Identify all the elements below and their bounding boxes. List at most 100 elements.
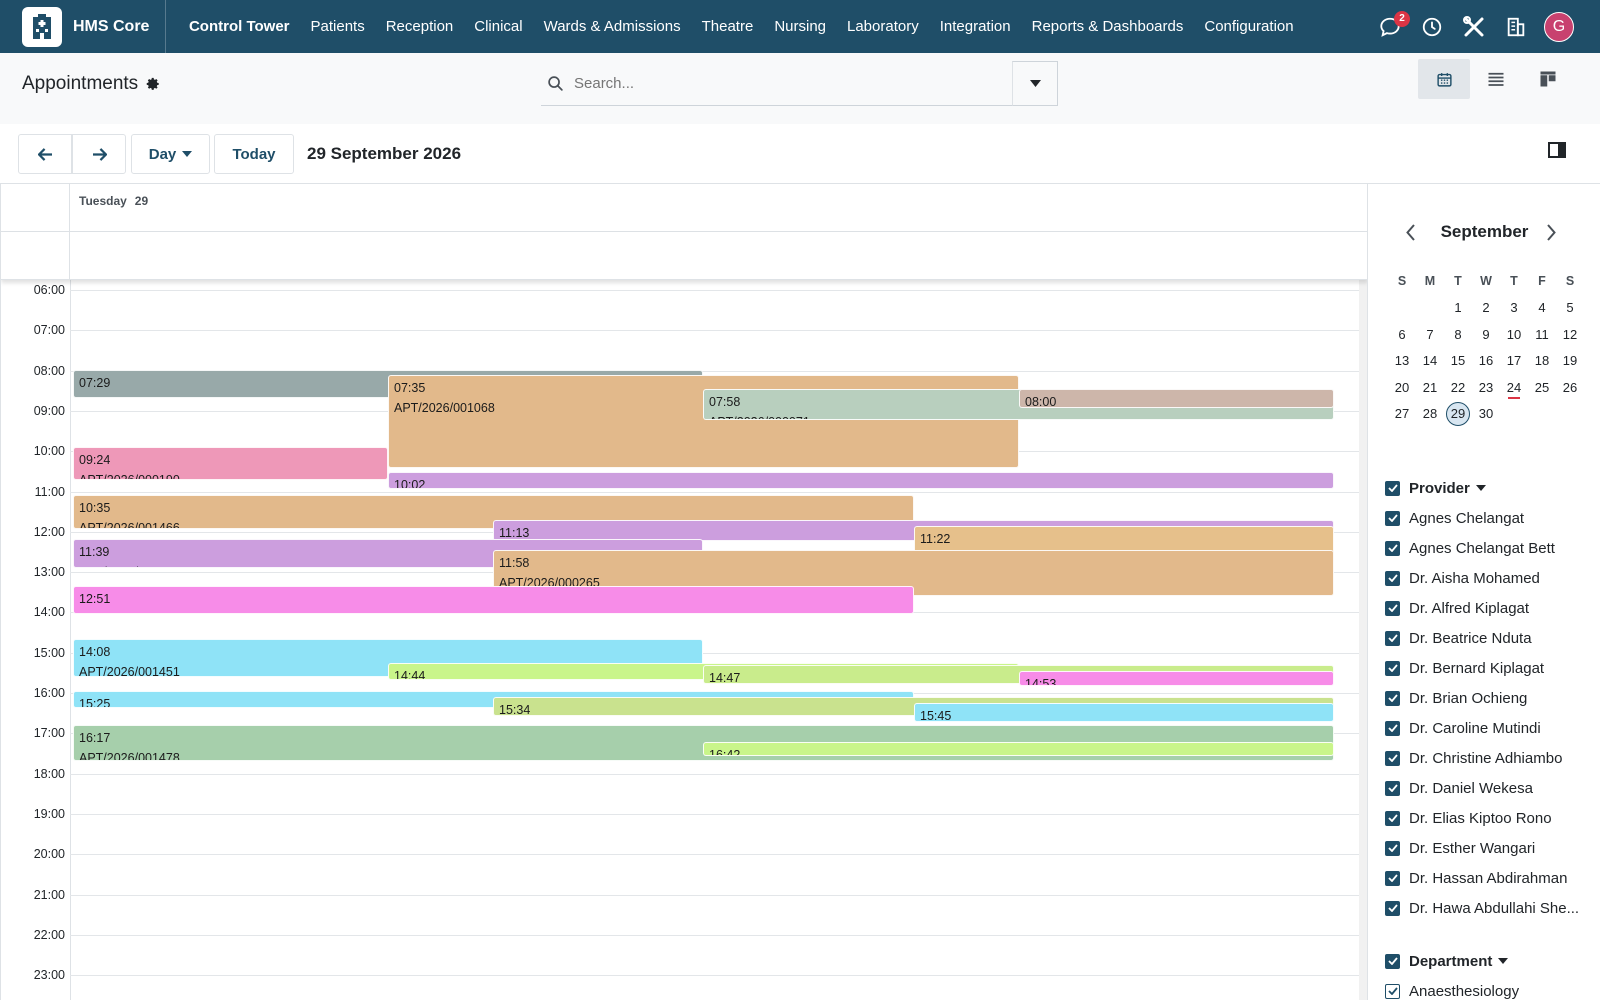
checkbox-checked-icon[interactable] [1385, 600, 1400, 616]
appointment-event[interactable]: 12:51 APT/2026/000494 [73, 586, 914, 614]
mini-calendar-day[interactable]: 15 [1450, 353, 1466, 369]
provider-filter-title[interactable]: Provider [1385, 473, 1597, 503]
provider-filter-item[interactable]: Dr. Elias Kiptoo Rono [1385, 803, 1597, 833]
mini-calendar-day[interactable]: 12 [1562, 326, 1578, 342]
provider-filter-item[interactable]: Dr. Beatrice Nduta [1385, 623, 1597, 653]
provider-filter-item[interactable]: Dr. Hassan Abdirahman [1385, 863, 1597, 893]
nav-item-integration[interactable]: Integration [939, 18, 1011, 35]
checkbox-checked-icon[interactable] [1385, 840, 1400, 856]
hour-row[interactable]: 18:00 [1, 767, 1367, 815]
nav-item-nursing[interactable]: Nursing [774, 18, 826, 35]
calendar-view-button[interactable] [1418, 59, 1470, 99]
chevron-right-icon[interactable] [1546, 224, 1556, 241]
mini-calendar-day[interactable]: 21 [1422, 379, 1438, 395]
mini-calendar-day[interactable]: 2 [1482, 300, 1490, 316]
provider-filter-item[interactable]: Dr. Esther Wangari [1385, 833, 1597, 863]
tools-button[interactable] [1460, 13, 1488, 41]
nav-item-control-tower[interactable]: Control Tower [188, 18, 290, 35]
appointment-event[interactable]: 10:02 [388, 472, 1334, 489]
mini-calendar-day[interactable]: 26 [1562, 379, 1578, 395]
next-button[interactable] [72, 134, 126, 174]
appointment-event[interactable]: 16:42 [703, 742, 1334, 756]
provider-filter-item[interactable]: Dr. Caroline Mutindi [1385, 713, 1597, 743]
mini-calendar-day[interactable]: 16 [1478, 353, 1494, 369]
hour-row[interactable]: 15:00 [1, 646, 1367, 694]
mini-calendar-day[interactable]: 3 [1510, 300, 1518, 316]
checkbox-checked-icon[interactable] [1385, 780, 1400, 796]
appointment-event[interactable]: 15:45 [914, 703, 1334, 722]
nav-item-patients[interactable]: Patients [310, 18, 365, 35]
search-input[interactable] [574, 74, 994, 92]
side-panel-toggle[interactable] [1548, 142, 1570, 164]
nav-item-reports-dashboards[interactable]: Reports & Dashboards [1031, 18, 1184, 35]
mini-calendar-day[interactable]: 8 [1454, 326, 1462, 342]
provider-filter-item[interactable]: Dr. Christine Adhiambo [1385, 743, 1597, 773]
nav-item-laboratory[interactable]: Laboratory [847, 18, 919, 35]
all-day-row[interactable] [1, 232, 1367, 280]
hour-row[interactable]: 20:00 [1, 847, 1367, 895]
mini-calendar-day[interactable]: 27 [1394, 406, 1410, 422]
mini-calendar-day[interactable]: 6 [1398, 326, 1406, 342]
search-options-toggle[interactable] [1012, 61, 1058, 106]
brand[interactable]: HMS Core [0, 0, 167, 53]
mini-calendar-day[interactable]: 11 [1535, 326, 1549, 342]
mini-calendar-day[interactable]: 13 [1394, 353, 1410, 369]
department-filter-item[interactable]: Anaesthesiology [1385, 976, 1597, 1000]
time-grid[interactable]: 06:00 07:00 08:00 09:00 10:00 11:00 12:00 13:00… [1, 280, 1367, 1000]
hour-row[interactable]: 06:00 [1, 283, 1367, 331]
mini-calendar-day[interactable]: 14 [1422, 353, 1438, 369]
checkbox-checked-icon[interactable] [1385, 983, 1400, 999]
activity-button[interactable] [1418, 13, 1446, 41]
department-filter-title[interactable]: Department [1385, 946, 1597, 976]
gear-icon[interactable] [146, 77, 161, 92]
hour-row[interactable]: 23:00 [1, 968, 1367, 1000]
mini-calendar-day[interactable]: 9 [1482, 326, 1490, 342]
nav-item-theatre[interactable]: Theatre [701, 18, 754, 35]
provider-filter-item[interactable]: Dr. Bernard Kiplagat [1385, 653, 1597, 683]
user-avatar[interactable]: G [1544, 11, 1574, 42]
mini-calendar-day[interactable]: 25 [1534, 379, 1550, 395]
mini-calendar-day[interactable]: 24 [1500, 380, 1528, 399]
mini-calendar-day[interactable]: 4 [1538, 300, 1546, 316]
hour-row[interactable]: 19:00 [1, 807, 1367, 855]
nav-item-wards-admissions[interactable]: Wards & Admissions [543, 18, 681, 35]
messages-button[interactable]: 2 [1376, 10, 1410, 41]
provider-filter-item[interactable]: Dr. Brian Ochieng [1385, 683, 1597, 713]
calendar-scrollbar[interactable] [1359, 280, 1367, 1000]
checkbox-checked-icon[interactable] [1385, 540, 1400, 556]
mini-calendar-day[interactable]: 28 [1422, 406, 1438, 422]
nav-item-clinical[interactable]: Clinical [474, 18, 523, 35]
provider-filter-item[interactable]: Dr. Aisha Mohamed [1385, 563, 1597, 593]
appointment-event[interactable]: 08:00 [1019, 389, 1334, 408]
hour-row[interactable]: 11:00 [1, 485, 1367, 533]
mini-calendar-day[interactable]: 22 [1450, 379, 1466, 395]
checkbox-checked-icon[interactable] [1385, 510, 1400, 526]
view-mode-dropdown[interactable]: Day [131, 134, 210, 174]
provider-filter-item[interactable]: Dr. Hawa Abdullahi She... [1385, 893, 1597, 923]
checkbox-checked-icon[interactable] [1385, 480, 1400, 496]
provider-filter-item[interactable]: Agnes Chelangat [1385, 503, 1597, 533]
mini-calendar-day[interactable]: 29 [1444, 401, 1472, 426]
mini-calendar-day[interactable]: 10 [1506, 326, 1522, 342]
mini-calendar-day[interactable]: 5 [1566, 300, 1574, 316]
previous-button[interactable] [18, 134, 72, 174]
checkbox-checked-icon[interactable] [1385, 953, 1400, 969]
hour-row[interactable]: 21:00 [1, 888, 1367, 936]
mini-calendar-day[interactable]: 18 [1534, 353, 1550, 369]
mini-calendar-day[interactable]: 20 [1394, 379, 1410, 395]
today-button[interactable]: Today [214, 134, 294, 174]
checkbox-checked-icon[interactable] [1385, 660, 1400, 676]
mini-calendar-day[interactable]: 23 [1478, 379, 1494, 395]
chevron-left-icon[interactable] [1406, 224, 1416, 241]
mini-calendar-day[interactable]: 1 [1454, 300, 1462, 316]
nav-item-configuration[interactable]: Configuration [1204, 18, 1294, 35]
nav-item-reception[interactable]: Reception [385, 18, 454, 35]
mini-calendar-day[interactable]: 17 [1506, 353, 1522, 369]
mini-calendar-day[interactable]: 30 [1478, 406, 1494, 422]
checkbox-checked-icon[interactable] [1385, 720, 1400, 736]
checkbox-checked-icon[interactable] [1385, 870, 1400, 886]
appointment-event[interactable]: 14:53 [1019, 671, 1334, 686]
provider-filter-item[interactable]: Agnes Chelangat Bett [1385, 533, 1597, 563]
kanban-view-button[interactable] [1522, 59, 1574, 99]
checkbox-checked-icon[interactable] [1385, 810, 1400, 826]
